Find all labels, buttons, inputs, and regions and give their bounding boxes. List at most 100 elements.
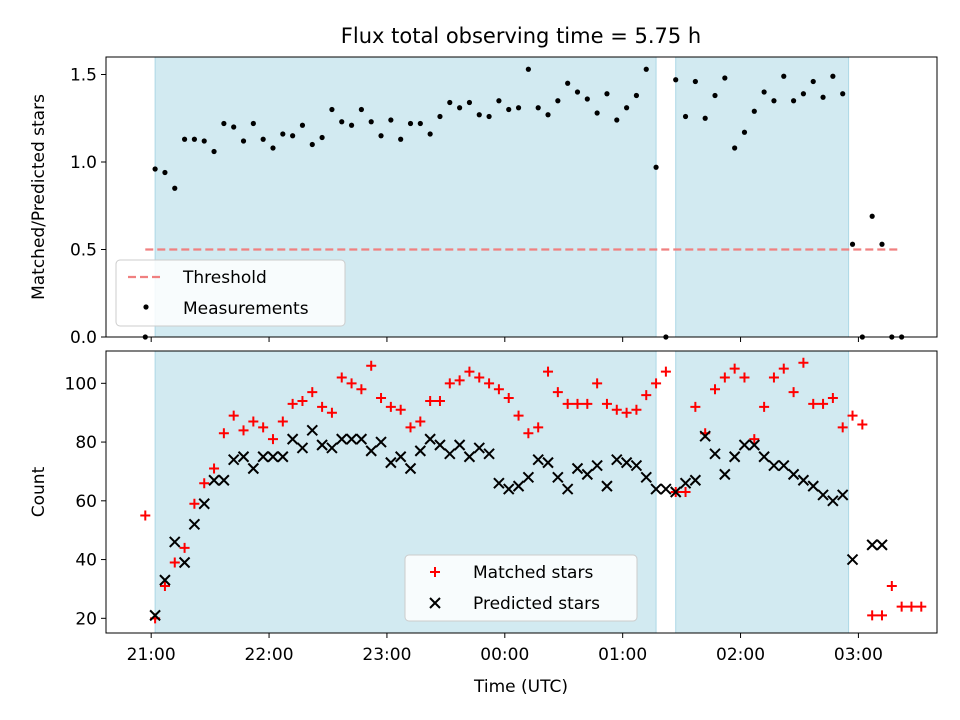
measurement-point xyxy=(869,213,875,219)
predicted-star-point xyxy=(473,442,485,454)
predicted-star-point xyxy=(620,456,633,469)
measurement-point xyxy=(604,91,610,97)
predicted-star-point xyxy=(434,439,446,451)
measurement-point xyxy=(810,78,816,85)
matched-star-point xyxy=(248,416,259,427)
measurement-point xyxy=(781,73,787,79)
matched-star-point xyxy=(189,498,200,509)
measurement-point xyxy=(496,98,502,104)
matched-star-point xyxy=(749,434,760,445)
matched-star-point xyxy=(385,401,396,412)
matched-star-point xyxy=(376,393,387,403)
measurement-point xyxy=(191,136,198,142)
matched-star-point xyxy=(759,401,770,412)
predicted-star-point xyxy=(208,474,220,486)
predicted-star-point xyxy=(444,448,456,460)
predicted-star-point xyxy=(306,424,318,437)
matched-star-point xyxy=(641,390,652,401)
predicted-star-point xyxy=(827,495,839,507)
matched-star-point xyxy=(710,384,721,395)
x-tick-label: 01:00 xyxy=(598,645,647,665)
predicted-star-point xyxy=(876,539,888,551)
measurement-point xyxy=(614,117,620,123)
matched-star-point xyxy=(307,387,318,398)
measurement-point xyxy=(751,108,757,114)
matched-star-point xyxy=(798,357,809,368)
matched-star-point xyxy=(366,360,377,371)
matched-star-point xyxy=(454,375,465,386)
measurement-point xyxy=(201,138,207,144)
predicted-star-point xyxy=(326,442,338,454)
predicted-star-point xyxy=(463,451,476,463)
y-tick-label: 40 xyxy=(75,551,97,571)
predicted-star-point xyxy=(670,486,682,498)
predicted-star-point xyxy=(336,433,348,445)
measurement-point xyxy=(653,164,659,170)
y-tick-label: 1.5 xyxy=(70,66,97,86)
predicted-star-point xyxy=(453,439,466,451)
legend-threshold-label: Threshold xyxy=(182,268,267,288)
measurement-point xyxy=(820,94,826,100)
legend-box xyxy=(404,554,638,622)
matched-star-point xyxy=(326,407,337,418)
measurement-point xyxy=(682,113,689,120)
matched-star-point xyxy=(444,378,455,389)
predicted-star-point xyxy=(542,456,554,469)
predicted-star-point xyxy=(296,442,309,454)
measurement-point xyxy=(643,66,649,72)
predicted-star-point xyxy=(699,430,711,442)
matched-star-point xyxy=(297,395,308,406)
bottom-axes: 20 40 60 80 100 21:00 22:00 23:00 00:00 01:00 02:0… xyxy=(29,350,938,665)
matched-star-point xyxy=(867,610,878,621)
legend-matched-swatch xyxy=(430,567,440,577)
matched-star-point xyxy=(513,410,524,421)
measurement-point xyxy=(732,145,738,151)
predicted-star-point xyxy=(227,453,240,466)
matched-star-point xyxy=(238,425,249,436)
matched-star-point xyxy=(719,372,730,383)
matched-star-point xyxy=(827,393,838,403)
measurement-point xyxy=(221,120,227,127)
measurement-point xyxy=(771,98,777,104)
matched-star-point xyxy=(209,463,220,474)
measurement-point xyxy=(840,91,846,97)
matched-star-point xyxy=(493,384,504,395)
legend-box xyxy=(115,259,346,327)
measurement-point xyxy=(741,129,748,135)
matched-star-point xyxy=(356,384,367,395)
predicted-star-point xyxy=(591,459,603,472)
observing-window-shade xyxy=(675,56,850,338)
matched-star-point xyxy=(395,404,406,415)
y-tick-label: 0.5 xyxy=(70,241,97,261)
matched-star-point xyxy=(847,410,858,421)
predicted-star-point xyxy=(679,477,692,489)
predicted-star-point xyxy=(552,471,564,484)
predicted-star-point xyxy=(257,451,269,463)
predicted-star-point xyxy=(512,480,525,492)
x-tick-label: 00:00 xyxy=(480,645,529,665)
predicted-star-point xyxy=(404,462,417,475)
predicted-star-point xyxy=(846,553,859,566)
predicted-star-point xyxy=(719,468,731,481)
predicted-star-point xyxy=(561,483,574,495)
series-matched-stars xyxy=(140,357,927,624)
legend-matched-label: Matched stars xyxy=(473,563,593,583)
predicted-star-point xyxy=(316,439,328,451)
measurement-point xyxy=(722,75,728,81)
matched-star-point xyxy=(425,395,436,406)
matched-star-point xyxy=(690,401,701,412)
matched-star-point xyxy=(660,366,671,377)
measurement-point xyxy=(545,112,551,118)
predicted-star-point xyxy=(797,474,810,486)
matched-star-point xyxy=(169,557,180,568)
predicted-star-point xyxy=(581,468,594,481)
matched-star-point xyxy=(415,416,426,427)
axes-frame xyxy=(105,350,938,634)
predicted-star-point xyxy=(277,451,289,463)
measurement-point xyxy=(152,166,158,172)
predicted-star-point xyxy=(493,477,505,489)
measurement-point xyxy=(270,145,276,151)
matched-star-point xyxy=(552,387,563,398)
matched-star-point xyxy=(277,416,288,427)
measurement-point xyxy=(447,99,453,106)
